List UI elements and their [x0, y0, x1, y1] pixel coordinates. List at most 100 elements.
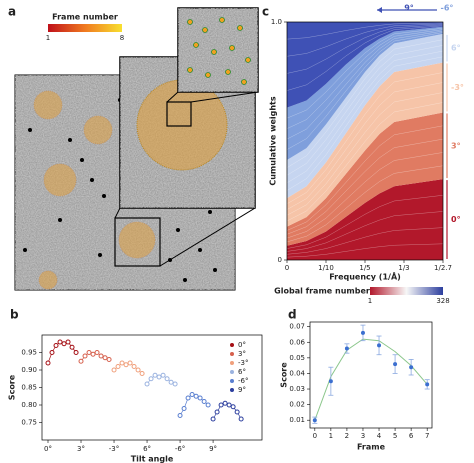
band-label: -3°	[451, 83, 464, 92]
point	[102, 355, 108, 361]
point	[344, 346, 349, 351]
band-texture	[286, 39, 444, 168]
point	[222, 400, 228, 406]
band-texture	[286, 27, 444, 119]
band-texture	[286, 24, 444, 74]
legend-label: -6°	[238, 377, 248, 385]
legend-marker	[230, 379, 234, 383]
band-label: 9°	[404, 4, 414, 13]
area	[287, 33, 443, 199]
point	[148, 376, 154, 382]
x-tick-label: -6°	[175, 445, 185, 453]
legend-marker	[230, 361, 234, 365]
y-tick-label: 1.0	[271, 18, 282, 26]
legend-label: 3°	[238, 350, 246, 358]
point	[156, 374, 162, 380]
band-texture	[286, 195, 444, 249]
point	[189, 392, 195, 397]
y-tick-label: 0.01	[289, 416, 305, 424]
x-axis-title: Tilt angle	[131, 455, 174, 463]
point	[226, 402, 232, 408]
gold-beads	[23, 98, 217, 282]
band-texture	[286, 138, 444, 235]
zoom-line	[190, 91, 259, 103]
colorbar-title: Global frame number	[274, 287, 370, 296]
colorbar-tick: 1	[46, 34, 50, 42]
band-texture	[286, 29, 444, 129]
point	[193, 393, 199, 399]
band-texture	[286, 152, 444, 239]
legend-marker	[230, 343, 234, 347]
point	[210, 416, 216, 422]
x-tick-label: 7	[425, 432, 429, 440]
legend-label: -3°	[238, 359, 248, 367]
band-label: -6°	[441, 4, 454, 13]
point	[119, 360, 125, 366]
y-tick-label: 0.80	[21, 401, 37, 409]
atoms	[187, 17, 251, 85]
point	[73, 350, 79, 355]
y-tick-label: 0.06	[289, 338, 305, 346]
micrograph	[14, 7, 259, 291]
panel-label: a	[8, 5, 16, 19]
x-tick-label: 1	[329, 432, 333, 440]
x-tick-label: 4	[377, 432, 382, 440]
band-label: 3°	[451, 141, 461, 150]
x-tick-label: -3°	[109, 445, 119, 453]
point	[86, 350, 92, 355]
band-label: 0°	[451, 215, 461, 224]
y-tick-label: 0.04	[289, 369, 305, 377]
zoom-line	[166, 91, 179, 103]
panel-label: d	[288, 308, 297, 322]
point	[177, 413, 183, 418]
point	[123, 362, 129, 368]
x-axis-title: Frequency (1/Å)	[329, 272, 401, 282]
band-texture	[286, 30, 444, 140]
point	[131, 364, 137, 369]
band-texture	[286, 243, 444, 258]
y-tick-label: 0.85	[21, 384, 37, 392]
band-texture	[286, 32, 444, 150]
band-texture	[286, 50, 444, 184]
fit-line	[314, 338, 428, 421]
point	[53, 343, 59, 348]
y-tick-label: 0.95	[21, 349, 37, 357]
legend-label: 6°	[238, 368, 246, 376]
band-label: 6°	[451, 44, 461, 53]
point	[181, 406, 187, 411]
y-tick-label: 0.90	[21, 366, 37, 374]
x-tick-label: 0	[313, 432, 317, 440]
point	[111, 367, 117, 373]
band-texture	[286, 125, 444, 231]
y-axis-title: Cumulative weights	[269, 96, 278, 186]
point	[409, 365, 414, 370]
x-tick-label: 3	[361, 432, 365, 440]
band-texture	[286, 211, 444, 252]
point	[69, 344, 75, 350]
y-tick-label: 0.05	[289, 354, 305, 362]
point	[49, 350, 55, 355]
point	[152, 372, 158, 378]
x-tick-label: 9°	[209, 445, 217, 453]
point	[135, 367, 141, 373]
y-axis-title: Score	[280, 362, 289, 388]
point	[312, 418, 317, 423]
x-tick-label: 0	[285, 264, 289, 272]
point	[139, 371, 145, 376]
point	[160, 372, 166, 378]
zoom-box	[166, 101, 192, 127]
zoom-line	[114, 207, 121, 219]
x-tick-label: 1/5	[359, 264, 370, 272]
band-texture	[286, 45, 444, 176]
plot-frame	[309, 321, 433, 429]
panel-label: c	[262, 5, 269, 19]
x-tick-label: 5	[393, 432, 397, 440]
point	[172, 381, 178, 387]
zoom-box	[114, 217, 161, 267]
point	[144, 381, 150, 387]
point	[115, 364, 121, 369]
point	[45, 360, 51, 366]
x-tick-label: 2	[345, 432, 349, 440]
x-tick-label: 3°	[77, 445, 85, 453]
